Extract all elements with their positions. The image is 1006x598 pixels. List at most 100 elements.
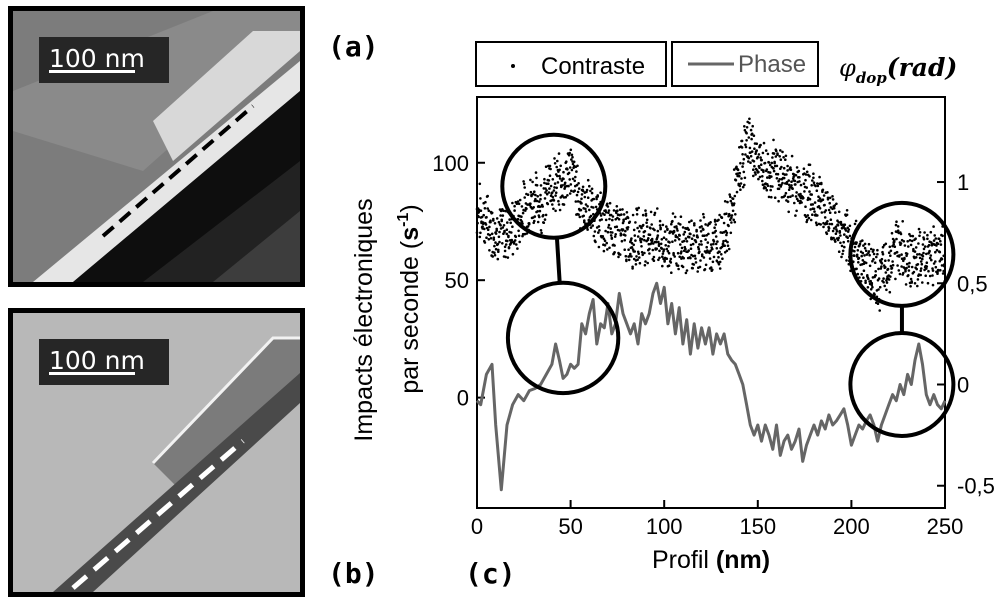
contraste-point xyxy=(616,209,619,212)
contraste-point xyxy=(809,208,812,211)
contraste-point xyxy=(702,212,705,216)
contraste-point xyxy=(698,250,701,253)
contraste-point xyxy=(522,180,525,183)
contraste-point xyxy=(607,211,610,214)
contraste-point xyxy=(652,259,656,263)
contraste-point xyxy=(652,242,655,245)
contraste-point xyxy=(545,192,549,196)
contraste-point xyxy=(846,230,850,233)
contraste-point xyxy=(799,192,802,196)
contraste-point xyxy=(931,267,934,270)
contraste-point xyxy=(535,184,539,187)
contraste-point xyxy=(665,225,668,228)
contraste-point xyxy=(769,188,772,192)
contraste-point xyxy=(604,218,608,222)
contraste-point xyxy=(845,213,849,217)
contraste-point xyxy=(725,212,728,215)
contraste-point xyxy=(694,261,698,264)
contraste-point xyxy=(777,183,781,187)
contraste-point xyxy=(584,203,588,206)
contraste-point xyxy=(923,245,927,248)
contraste-point xyxy=(749,128,753,132)
contraste-point xyxy=(751,124,754,128)
contraste-point xyxy=(942,254,945,258)
contraste-point xyxy=(568,192,572,195)
contraste-point xyxy=(914,255,918,259)
contraste-point xyxy=(861,251,865,255)
contraste-point xyxy=(898,254,901,257)
contraste-point xyxy=(750,132,754,136)
contraste-point xyxy=(558,208,562,212)
contraste-point xyxy=(827,229,830,232)
contraste-point xyxy=(486,194,490,198)
contraste-point xyxy=(862,244,865,247)
contraste-point xyxy=(767,195,771,199)
contraste-point xyxy=(740,146,744,149)
contraste-point xyxy=(576,200,580,203)
legend-contraste-marker xyxy=(511,64,515,68)
contraste-point xyxy=(904,270,907,273)
contraste-point xyxy=(864,279,867,283)
contraste-point xyxy=(705,245,708,249)
contraste-point xyxy=(921,257,924,261)
contraste-point xyxy=(726,244,730,247)
contraste-point xyxy=(657,244,661,247)
contraste-point xyxy=(738,171,742,175)
contraste-point xyxy=(615,205,619,208)
contraste-point xyxy=(645,218,649,222)
contraste-point xyxy=(653,228,656,232)
contraste-point xyxy=(505,232,509,236)
contraste-point xyxy=(790,180,793,183)
contraste-point xyxy=(570,153,574,157)
contraste-point xyxy=(553,157,556,160)
contraste-point xyxy=(541,205,544,208)
contraste-point xyxy=(601,235,605,238)
contraste-point xyxy=(536,210,539,213)
contraste-point xyxy=(757,153,761,156)
contraste-point xyxy=(516,247,519,250)
contraste-point xyxy=(802,196,805,200)
contraste-point xyxy=(643,230,647,233)
contraste-point xyxy=(626,228,629,231)
contraste-point xyxy=(504,255,507,259)
contraste-point xyxy=(920,262,924,266)
contraste-point xyxy=(513,239,517,242)
contraste-point xyxy=(745,126,749,129)
contraste-point xyxy=(539,193,542,197)
contraste-point xyxy=(838,231,842,234)
contraste-point xyxy=(645,225,649,228)
y2-tick-label: -0,5 xyxy=(957,474,995,499)
contraste-point xyxy=(932,262,936,265)
contraste-point xyxy=(925,261,929,265)
contraste-point xyxy=(748,146,752,150)
contraste-point xyxy=(584,210,588,213)
contraste-point xyxy=(894,277,897,281)
contraste-point xyxy=(761,175,764,178)
contraste-point xyxy=(600,218,603,221)
contraste-point xyxy=(937,237,941,241)
contraste-point xyxy=(606,202,609,206)
contraste-point xyxy=(887,259,890,262)
contraste-point xyxy=(614,233,617,236)
contraste-point xyxy=(584,207,587,211)
contraste-point xyxy=(925,265,929,268)
contraste-point xyxy=(523,196,526,199)
contraste-point xyxy=(814,184,817,188)
contraste-point xyxy=(492,236,496,239)
annotation-circle xyxy=(500,132,608,240)
contraste-point xyxy=(662,248,666,251)
phase-line xyxy=(475,281,947,492)
contraste-point xyxy=(782,156,785,159)
contraste-point xyxy=(592,206,595,209)
contraste-point xyxy=(606,205,610,208)
contraste-point xyxy=(549,184,553,188)
contraste-point xyxy=(853,245,857,249)
contraste-point xyxy=(810,193,813,196)
contraste-point xyxy=(626,216,630,220)
contraste-point xyxy=(752,134,756,137)
contraste-point xyxy=(586,178,590,182)
contraste-point xyxy=(903,256,906,260)
contraste-point xyxy=(935,248,939,252)
contraste-point xyxy=(814,221,818,224)
contraste-point xyxy=(864,281,867,285)
